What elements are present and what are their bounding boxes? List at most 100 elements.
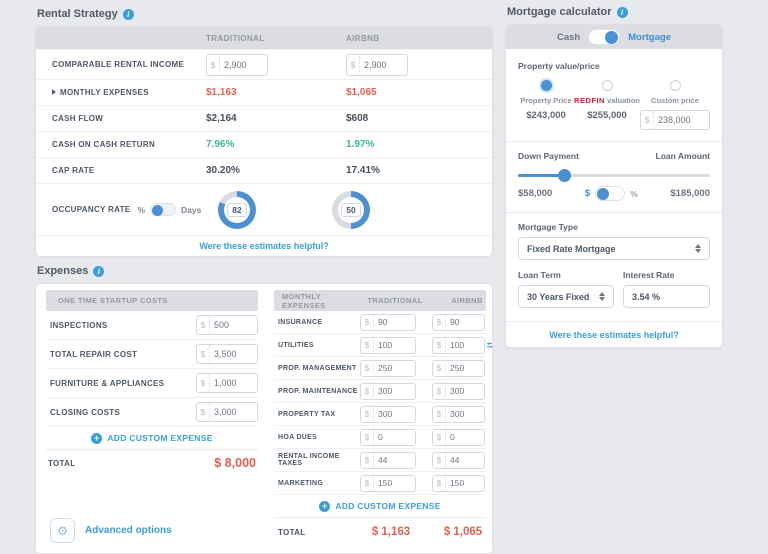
- monthly-expense-row: PROP. MANAGEMENT $ $: [274, 357, 486, 380]
- redfin-logo: REDFIN: [574, 96, 605, 105]
- custom-price-input[interactable]: [654, 115, 704, 125]
- row-label: COMPARABLE RENTAL INCOME: [52, 60, 185, 69]
- airbnb-expense-input-group: $: [432, 428, 485, 446]
- property-price-option-label: Property Price: [520, 96, 572, 105]
- traditional-coc-return: 7.96%: [206, 139, 235, 150]
- expense-label: TOTAL REPAIR COST: [50, 349, 138, 359]
- radio-selected-icon[interactable]: [540, 80, 552, 91]
- monthly-expense-row: UTILITIES $ $: [274, 334, 492, 357]
- airbnb-income-input[interactable]: [360, 59, 402, 70]
- airbnb-expense-input[interactable]: [446, 317, 484, 327]
- down-payment-slider[interactable]: [518, 169, 710, 182]
- traditional-income-input[interactable]: [220, 59, 262, 70]
- slider-knob[interactable]: [558, 169, 572, 182]
- row-monthly-expenses[interactable]: MONTHLY EXPENSES $1,163 $1,065: [36, 79, 492, 105]
- dollar-unit-label[interactable]: $: [584, 188, 591, 199]
- currency-prefix: $: [361, 336, 374, 354]
- expense-input[interactable]: [210, 378, 254, 388]
- property-price-value: $243,000: [526, 110, 566, 121]
- expand-caret-icon: [52, 89, 56, 95]
- airbnb-expense-input[interactable]: [446, 363, 484, 373]
- loan-amount-label: Loan Amount: [655, 151, 710, 161]
- add-custom-startup-expense-button[interactable]: + ADD CUSTOM EXPENSE: [46, 427, 258, 449]
- traditional-expense-input[interactable]: [374, 363, 412, 373]
- traditional-expense-input[interactable]: [374, 478, 412, 488]
- advanced-options-button[interactable]: ⚙ Advanced options: [50, 518, 172, 543]
- estimates-helpful-link[interactable]: Were these estimates helpful?: [199, 241, 329, 251]
- info-icon[interactable]: i: [122, 8, 134, 20]
- airbnb-expense-input[interactable]: [446, 340, 484, 350]
- interest-rate-label: Interest Rate: [623, 270, 675, 280]
- currency-prefix: $: [197, 345, 210, 363]
- expense-input[interactable]: [210, 320, 254, 330]
- row-cap-rate: CAP RATE 30.20% 17.41%: [36, 157, 492, 183]
- airbnb-occupancy-input[interactable]: [341, 202, 361, 217]
- airbnb-expense-input[interactable]: [446, 386, 484, 396]
- occupancy-unit-toggle[interactable]: [150, 203, 176, 216]
- startup-expense-row: CLOSING COSTS $: [46, 398, 258, 427]
- plus-icon: +: [91, 432, 103, 444]
- payment-method-toggle[interactable]: [588, 29, 621, 45]
- loan-term-select[interactable]: 30 Years Fixed: [518, 285, 614, 308]
- info-icon[interactable]: i: [93, 265, 105, 277]
- traditional-expense-input[interactable]: [374, 409, 412, 419]
- add-custom-monthly-expense-button[interactable]: + ADD CUSTOM EXPENSE: [274, 495, 486, 517]
- cash-option-label[interactable]: Cash: [557, 31, 581, 43]
- expense-input-group: $: [196, 344, 258, 364]
- redfin-valuation-option[interactable]: REDFIN valuation $255,000: [574, 80, 640, 130]
- expense-input[interactable]: [210, 349, 254, 359]
- right-column: Mortgage calculator i Cash Mortgage Prop…: [505, 0, 723, 348]
- custom-price-option[interactable]: Custom price $: [640, 80, 710, 130]
- startup-expense-row: TOTAL REPAIR COST $: [46, 340, 258, 369]
- column-header-airbnb: AIRBNB: [346, 33, 380, 43]
- mortgage-option-label[interactable]: Mortgage: [628, 31, 671, 43]
- currency-prefix: $: [361, 382, 374, 400]
- rental-strategy-panel: TRADITIONAL AIRBNB COMPARABLE RENTAL INC…: [35, 26, 493, 257]
- traditional-expense-input[interactable]: [374, 432, 412, 442]
- airbnb-expense-input[interactable]: [446, 455, 484, 465]
- currency-prefix: $: [207, 55, 220, 74]
- info-icon[interactable]: i: [616, 6, 628, 18]
- down-payment-unit-toggle[interactable]: [595, 186, 626, 201]
- airbnb-expense-input[interactable]: [446, 409, 484, 419]
- currency-prefix: $: [433, 405, 446, 423]
- row-occupancy-rate: OCCUPANCY RATE % Days: [36, 183, 492, 235]
- redfin-valuation-value: $255,000: [587, 110, 627, 121]
- airbnb-expense-input[interactable]: [446, 432, 484, 442]
- traditional-expense-input[interactable]: [374, 455, 412, 465]
- currency-prefix: $: [361, 474, 374, 492]
- traditional-expense-input[interactable]: [374, 386, 412, 396]
- currency-prefix: $: [433, 336, 446, 354]
- traditional-occupancy-donut: [218, 190, 256, 229]
- traditional-occupancy-input[interactable]: [227, 202, 247, 217]
- row-label: OCCUPANCY RATE: [52, 205, 131, 214]
- airbnb-expense-input[interactable]: [446, 478, 484, 488]
- slider-track[interactable]: [518, 174, 710, 177]
- currency-prefix: $: [433, 474, 446, 492]
- traditional-monthly-expenses: $1,163: [206, 87, 237, 98]
- property-value-label: Property value/price: [518, 61, 600, 71]
- property-price-option[interactable]: Property Price $243,000: [518, 80, 574, 130]
- currency-prefix: $: [347, 55, 360, 74]
- estimates-helpful-link[interactable]: Were these estimates helpful?: [549, 329, 679, 340]
- monthly-expense-row: INSURANCE $ $: [274, 311, 486, 334]
- monthly-total-row: TOTAL $ 1,163 $ 1,065: [274, 517, 486, 538]
- row-cash-flow: CASH FLOW $2,164 $608: [36, 105, 492, 131]
- expense-input[interactable]: [210, 407, 254, 417]
- mortgage-type-select[interactable]: Fixed Rate Mortgage: [518, 237, 710, 260]
- percent-unit-label[interactable]: %: [630, 188, 638, 199]
- airbnb-expense-input-group: $: [432, 336, 485, 354]
- currency-prefix: $: [361, 313, 374, 331]
- expense-label: RENTAL INCOME TAXES: [278, 453, 340, 467]
- traditional-expense-input[interactable]: [374, 317, 412, 327]
- monthly-expense-row: RENTAL INCOME TAXES $ $: [274, 449, 486, 472]
- currency-prefix: $: [433, 451, 446, 469]
- traditional-expense-input[interactable]: [374, 340, 412, 350]
- radio-icon[interactable]: [601, 80, 613, 91]
- expense-label: PROPERTY TAX: [278, 410, 336, 418]
- radio-icon[interactable]: [669, 80, 681, 91]
- sliders-icon[interactable]: [487, 340, 493, 350]
- column-header-traditional: TRADITIONAL: [367, 296, 423, 305]
- startup-total-value: $ 8,000: [214, 456, 256, 470]
- interest-rate-input[interactable]: [623, 285, 710, 308]
